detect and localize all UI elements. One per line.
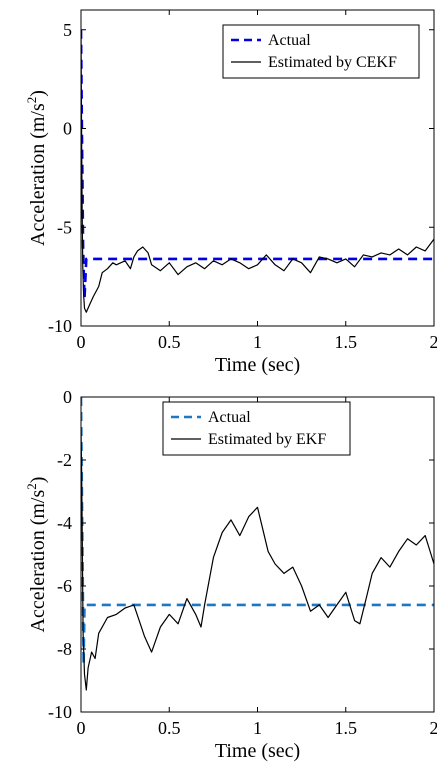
y-tick-label: -6 [57,576,72,596]
x-tick-label: 1.5 [335,718,358,738]
x-axis-label: Time (sec) [215,740,300,762]
x-tick-label: 0.5 [158,718,181,738]
x-tick-label: 1.5 [335,332,358,352]
y-tick-label: -2 [57,450,72,470]
x-tick-label: 0 [77,332,86,352]
legend-label-1: Actual [268,32,311,49]
x-tick-label: 2 [430,332,437,352]
x-tick-label: 1 [253,332,262,352]
y-axis-label: Acceleration (m/s2) [24,90,49,246]
chart-1: 0 0.5 1 1.5 2 -10 -5 0 5 Time (sec) Acceleration (… [24,9,437,376]
legend-label-2: Estimated by CEKF [268,54,397,71]
y-tick-label: 5 [63,20,72,40]
legend-label-1: Actual [208,409,251,426]
y-tick-label: -5 [57,217,72,237]
y-tick-label: -4 [57,513,72,533]
chart-2: 0 0.5 1 1.5 2 -10 -8 -6 -4 -2 0 Time (sec) Accelerat… [24,387,437,762]
legend-box [162,401,351,456]
legend: Actual Estimated by CEKF [222,24,420,79]
series-line-2 [81,29,434,313]
x-axis-label: Time (sec) [215,354,300,376]
x-tick-label: 0 [77,718,86,738]
y-tick-label: 0 [63,119,72,139]
x-tick-label: 1 [253,718,262,738]
x-tick-label: 0.5 [158,332,181,352]
legend-label-2: Estimated by EKF [208,431,326,448]
series-line-2 [81,428,434,691]
x-tick-label: 2 [430,718,437,738]
legend: Actual Estimated by EKF [162,401,351,456]
y-tick-label: -10 [48,702,72,722]
y-tick-label: 0 [63,387,72,407]
y-tick-label: -10 [48,316,72,336]
legend-box [222,24,420,79]
y-axis-label: Acceleration (m/s2) [24,477,49,633]
y-tick-label: -8 [57,639,72,659]
